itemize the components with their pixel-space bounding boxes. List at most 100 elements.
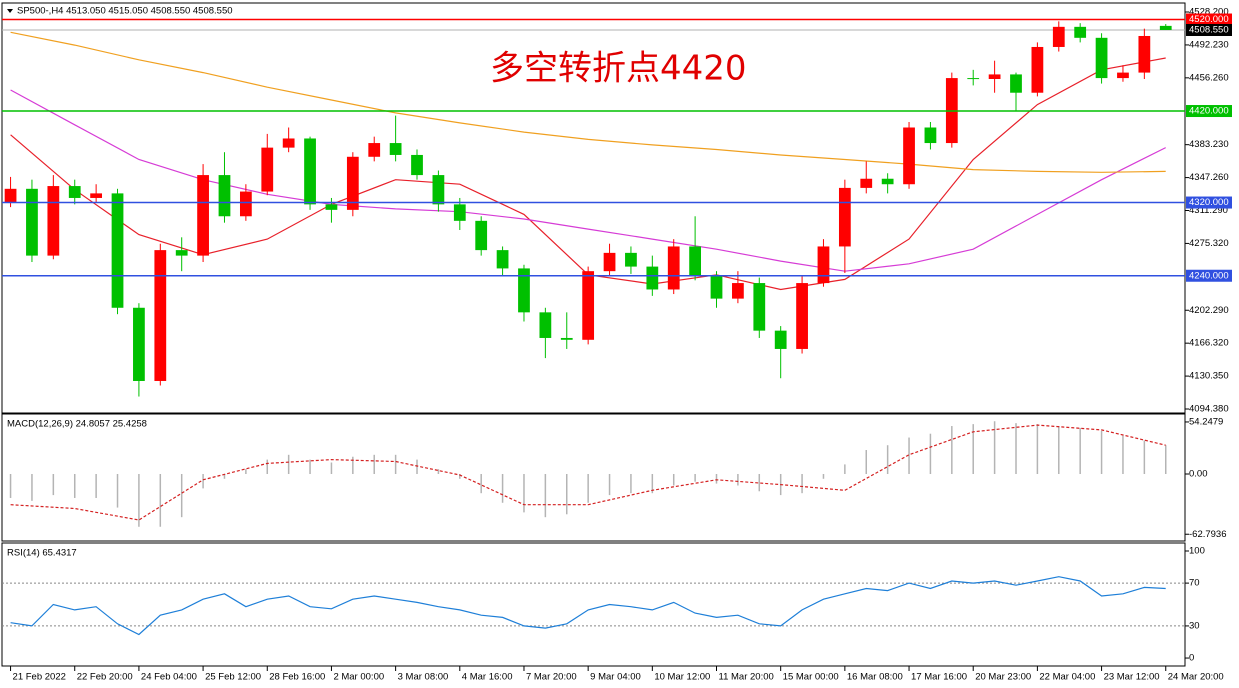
- level-label: 4520.000: [1189, 14, 1229, 25]
- candle-body: [47, 186, 60, 256]
- rsi-title: RSI(14) 65.4317: [7, 548, 77, 559]
- candle-body: [988, 74, 1001, 79]
- x-tick-label: 22 Feb 20:00: [77, 672, 133, 683]
- level-label: 4420.000: [1189, 106, 1229, 117]
- level-label-box: [1186, 13, 1232, 26]
- x-tick-label: 4 Mar 16:00: [462, 672, 513, 683]
- annotation: 多空转折点4420: [490, 49, 747, 89]
- symbol-header: SP500-,H4 4513.050 4515.050 4508.550 450…: [17, 6, 233, 17]
- candle-body: [239, 191, 252, 217]
- candle-body: [1159, 25, 1172, 30]
- level-label-box: [1186, 196, 1232, 209]
- x-tick-label: 15 Mar 00:00: [783, 672, 839, 683]
- candle-body: [753, 283, 766, 331]
- x-tick-label: 11 Mar 20:00: [719, 672, 774, 683]
- candle-body: [625, 252, 637, 267]
- candle-body: [560, 337, 573, 340]
- candle-body: [774, 330, 787, 349]
- y-tick-label: 4275.320: [1189, 238, 1229, 249]
- x-tick-label: 25 Feb 12:00: [205, 672, 261, 683]
- x-tick-label: 21 Feb 2022: [13, 672, 66, 683]
- candle-body: [432, 175, 445, 205]
- candle-body: [1052, 26, 1065, 47]
- rsi-line: [10, 576, 1166, 636]
- candle-body: [154, 250, 167, 381]
- candle-body: [304, 138, 316, 205]
- macd-title: MACD(12,26,9) 24.8057 25.4258: [7, 419, 147, 430]
- candle-body: [1138, 35, 1151, 73]
- candle-body: [732, 283, 744, 299]
- candle-body: [860, 178, 873, 188]
- candle-body: [518, 268, 530, 313]
- x-tick-label: 22 Mar 04:00: [1039, 672, 1095, 683]
- candle-body: [582, 271, 595, 340]
- level-label: 4320.000: [1189, 197, 1229, 208]
- candle-body: [710, 275, 723, 299]
- y-tick-label: 4383.230: [1189, 139, 1229, 150]
- candle-body: [496, 250, 509, 269]
- y-tick-label: 0.00: [1189, 469, 1208, 480]
- candle-body: [346, 156, 359, 210]
- x-tick-label: 10 Mar 12:00: [654, 672, 710, 683]
- candle-body: [325, 204, 338, 210]
- candle-body: [1117, 72, 1129, 79]
- y-tick-label: 30: [1189, 620, 1200, 631]
- y-tick-label: 4347.260: [1189, 172, 1229, 183]
- x-tick-label: 7 Mar 20:00: [526, 672, 577, 683]
- level-label-box: [1186, 105, 1232, 118]
- candle-body: [539, 312, 552, 338]
- x-tick-label: 28 Feb 16:00: [269, 672, 325, 683]
- y-tick-label: 4456.260: [1189, 72, 1229, 83]
- candle-body: [175, 250, 188, 256]
- y-tick-label: 100: [1189, 546, 1205, 557]
- x-tick-label: 24 Feb 04:00: [141, 672, 197, 683]
- level-label: 4240.000: [1189, 270, 1229, 281]
- y-tick-label: -62.7936: [1189, 529, 1227, 540]
- candle-body: [282, 138, 295, 148]
- candle-body: [646, 266, 659, 290]
- candle-body: [261, 147, 274, 192]
- candle-body: [4, 188, 17, 203]
- x-tick-label: 23 Mar 12:00: [1104, 672, 1160, 683]
- y-tick-label: 70: [1189, 578, 1200, 589]
- y-tick-label: 4202.290: [1189, 305, 1229, 316]
- y-tick-label: 4166.320: [1189, 338, 1229, 349]
- candle-body: [411, 154, 423, 176]
- candle-body: [817, 246, 830, 284]
- y-tick-label: 4528.200: [1189, 7, 1229, 18]
- candle-body: [1095, 37, 1108, 79]
- candle-body: [967, 78, 980, 80]
- candle-body: [197, 175, 209, 256]
- candle-body: [689, 246, 701, 276]
- price-label-box: [1186, 23, 1232, 36]
- x-tick-label: 20 Mar 23:00: [975, 672, 1031, 683]
- candle-body: [475, 220, 488, 251]
- x-tick-label: 17 Mar 16:00: [911, 672, 967, 683]
- x-tick-label: 2 Mar 00:00: [333, 672, 384, 683]
- candle-body: [453, 204, 466, 221]
- x-tick-label: 3 Mar 08:00: [398, 672, 449, 683]
- level-label-box: [1186, 269, 1232, 282]
- candle-body: [903, 127, 915, 185]
- candle-body: [368, 143, 381, 157]
- x-tick-label: 24 Mar 20:00: [1168, 672, 1224, 683]
- price-label: 4508.550: [1189, 25, 1229, 36]
- main-pane: [1, 2, 1186, 414]
- y-tick-label: 4492.230: [1189, 39, 1229, 50]
- candle-body: [1074, 26, 1087, 38]
- candle-body: [133, 307, 145, 381]
- candle-body: [26, 188, 38, 256]
- y-tick-label: 54.2479: [1189, 416, 1223, 427]
- candle-body: [68, 186, 81, 198]
- candle-body: [218, 175, 231, 217]
- menu-arrow[interactable]: [7, 9, 13, 13]
- rsi-pane: [1, 542, 1186, 667]
- y-tick-label: 0: [1189, 653, 1194, 664]
- candle-body: [924, 127, 937, 144]
- y-tick-label: 4130.350: [1189, 371, 1229, 382]
- y-tick-label: 4094.380: [1189, 404, 1229, 415]
- candle-body: [838, 187, 851, 247]
- candle-body: [1031, 46, 1044, 93]
